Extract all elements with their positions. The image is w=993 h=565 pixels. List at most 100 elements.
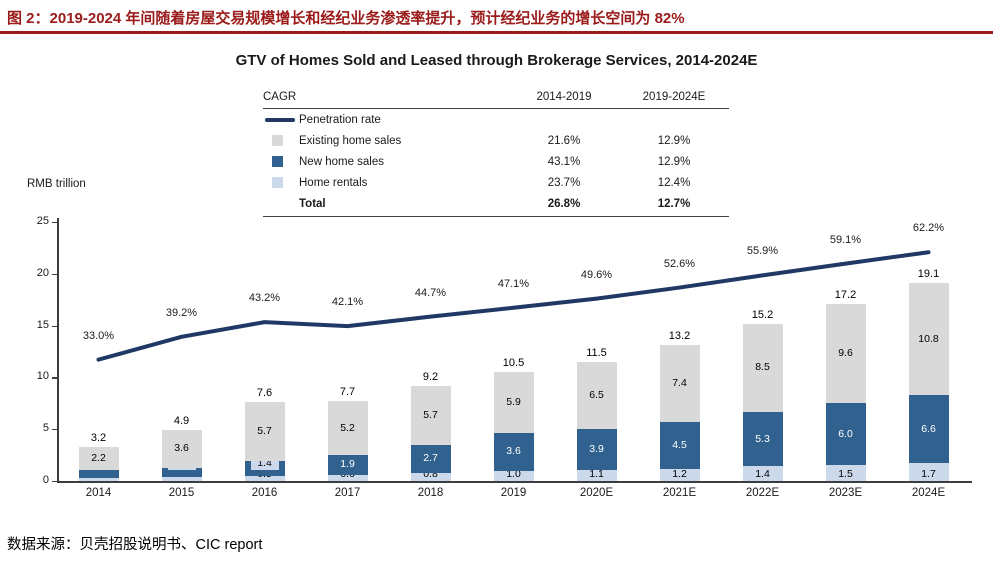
bar-total-label: 10.5 [502, 357, 525, 370]
bar-value-label: 1.9 [340, 458, 355, 471]
penetration-rate-label: 33.0% [82, 329, 115, 342]
legend-row-penetration-rate: Penetration rate [263, 109, 729, 130]
penetration-rate-label: 42.1% [331, 296, 364, 309]
bar-value-label: 3.9 [589, 442, 604, 455]
bar-segment-new-home-sales [410, 444, 451, 473]
legend-color-swatch [272, 177, 283, 188]
penetration-rate-label: 44.7% [414, 286, 447, 299]
legend-rows: Penetration rate Existing home sales 21.6%… [263, 109, 729, 217]
y-tick-mark [52, 481, 57, 483]
bar-value-label: 6.5 [589, 389, 604, 402]
penetration-rate-label: 43.2% [248, 292, 281, 305]
bar-segment-new-home-sales [493, 433, 534, 471]
bar-total-label: 13.2 [668, 330, 691, 343]
legend-color-swatch [272, 156, 283, 167]
cagr-2019-2024e-value: 12.9% [657, 134, 691, 147]
legend-label: New home sales [299, 155, 385, 168]
bar-value-label: 3.6 [174, 442, 189, 455]
bar-segment-existing-home-sales [576, 361, 617, 430]
y-tick-label: 10 [36, 370, 49, 383]
penetration-rate-label: 47.1% [497, 277, 530, 290]
y-tick-mark [52, 325, 57, 327]
x-axis-label: 2019 [500, 487, 527, 499]
penetration-rate-polyline [96, 250, 931, 362]
cagr-2019-2024e-value: 12.7% [657, 197, 691, 210]
bar-segment-new-home-sales [742, 411, 783, 467]
y-tick-mark [52, 273, 57, 275]
cagr-2014-2019-value: 21.6% [547, 134, 581, 147]
bar-segment-new-home-sales [825, 403, 866, 466]
cagr-2019-2024e-value: 12.4% [657, 176, 691, 189]
legend-label: Penetration rate [299, 113, 381, 126]
x-axis-label: 2023E [828, 487, 863, 499]
y-tick-label: 5 [42, 422, 49, 435]
bar-value-label: 1.1 [582, 467, 611, 481]
legend-swatch-cell [263, 135, 299, 146]
bar-total-label: 11.5 [586, 346, 607, 359]
y-tick-mark [52, 377, 57, 379]
bar-segment-existing-home-sales [327, 401, 368, 456]
bar-total-label: 4.9 [173, 415, 190, 428]
bar-value-label: 2.7 [423, 452, 438, 465]
figure-caption: 图 2：2019-2024 年间随着房屋交易规模增长和经纪业务渗透率提升，预计经… [7, 10, 685, 27]
y-tick-mark [52, 222, 57, 224]
bar-value-label: 1.2 [665, 467, 694, 481]
legend-color-swatch [272, 135, 283, 146]
x-axis-label: 2016 [251, 487, 278, 499]
x-axis-label: 2018 [417, 487, 444, 499]
bar-segment-existing-home-sales [410, 385, 451, 445]
bar-value-label: 1.5 [831, 467, 860, 481]
penetration-rate-label: 49.6% [580, 268, 613, 281]
y-tick-label: 20 [36, 266, 49, 279]
legend-swatch-cell [263, 177, 299, 188]
bar-value-label: 3.6 [506, 445, 521, 458]
bar-value-label: 7.4 [672, 377, 687, 390]
bar-value-label: 4.5 [672, 438, 687, 451]
penetration-line-swatch [265, 117, 295, 122]
x-axis-label: 2022E [745, 487, 780, 499]
bar-value-label: 5.2 [340, 421, 355, 434]
legend-header-2014-2019: 2014-2019 [536, 91, 592, 103]
legend-row-new-home-sales: New home sales 43.1% 12.9% [263, 151, 729, 172]
legend-cagr-table: CAGR 2014-2019 2019-2024E Penetration ra… [263, 86, 729, 217]
x-axis-label: 2014 [85, 487, 112, 499]
y-tick-mark [52, 429, 57, 431]
cagr-2014-2019-value: 43.1% [547, 155, 581, 168]
x-axis-label: 2021E [662, 487, 697, 499]
bar-value-label: 1.4 [748, 467, 777, 481]
cagr-2014-2019-value: 23.7% [547, 176, 581, 189]
y-axis-unit-label: RMB trillion [27, 178, 86, 190]
bar-value-label: 5.3 [755, 432, 770, 445]
x-axis-label: 2017 [334, 487, 361, 499]
bar-value-label: 5.7 [423, 408, 438, 421]
bar-value-label: 5.7 [257, 425, 272, 438]
bar-segment-new-home-sales [908, 395, 949, 464]
bar-segment-existing-home-sales [244, 402, 285, 462]
x-axis-label: 2024E [911, 487, 946, 499]
bar-value-label: 1.7 [914, 467, 943, 481]
bar-value-label: 6.6 [921, 422, 936, 435]
penetration-rate-label: 39.2% [165, 306, 198, 319]
legend-row-total: Total 26.8% 12.7% [263, 193, 729, 214]
cagr-2019-2024e-value: 12.9% [657, 155, 691, 168]
bar-segment-existing-home-sales [493, 372, 534, 434]
caption-divider [0, 31, 993, 34]
bar-segment-existing-home-sales [161, 430, 202, 468]
bar-total-label: 7.6 [256, 387, 273, 400]
data-source-note: 数据来源：贝壳招股说明书、CIC report [7, 537, 263, 553]
y-axis-line [57, 218, 59, 481]
bar-total-label: 7.7 [339, 386, 356, 399]
legend-header-2019-2024e: 2019-2024E [642, 91, 706, 103]
bar-value-label: 9.6 [838, 347, 853, 360]
bar-value-label: 5.9 [506, 396, 521, 409]
bar-total-label: 15.2 [751, 308, 774, 321]
chart-title: GTV of Homes Sold and Leased through Bro… [235, 52, 758, 69]
y-tick-label: 25 [36, 215, 49, 227]
legend-header-cagr: CAGR [263, 91, 297, 103]
bar-value-label: 8.5 [755, 361, 770, 374]
legend-label: Total [299, 197, 326, 210]
bar-total-label: 3.2 [90, 431, 107, 444]
legend-label: Existing home sales [299, 134, 402, 147]
penetration-rate-label: 52.6% [663, 257, 696, 270]
